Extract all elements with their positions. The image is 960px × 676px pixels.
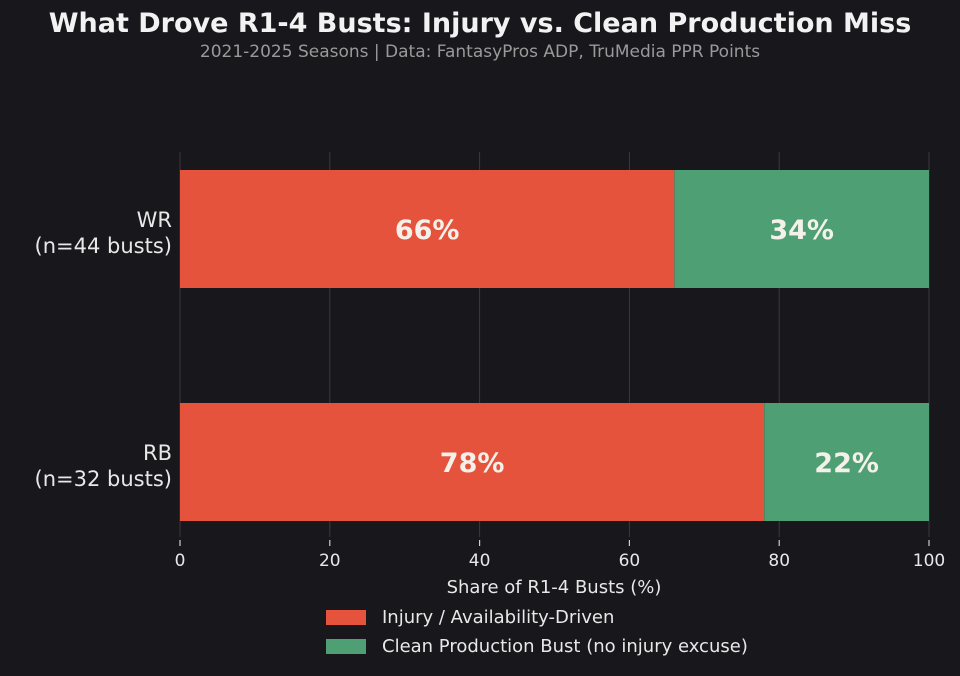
data-label: 34%	[769, 215, 834, 246]
data-label: 66%	[395, 215, 460, 246]
legend: Injury / Availability-Driven Clean Produ…	[326, 603, 748, 661]
legend-item-injury: Injury / Availability-Driven	[326, 603, 748, 632]
legend-swatch-injury	[326, 610, 366, 625]
bar-segment	[180, 170, 675, 288]
y-category-label: WR (n=44 busts)	[35, 208, 172, 258]
x-axis: 0 20 40 60 80 100	[175, 540, 945, 571]
chart-title: What Drove R1-4 Busts: Injury vs. Clean …	[48, 8, 912, 39]
bar-segment	[180, 403, 765, 521]
bar-segment	[764, 403, 929, 521]
x-tick-label: 40	[469, 551, 491, 571]
y-category-label: RB (n=32 busts)	[35, 441, 172, 491]
data-label: 78%	[440, 448, 505, 479]
x-tick-label: 20	[319, 551, 341, 571]
x-axis-label: Share of R1-4 Busts (%)	[447, 577, 662, 598]
x-tick-label: 60	[619, 551, 641, 571]
legend-item-clean: Clean Production Bust (no injury excuse)	[326, 632, 748, 661]
chart-subtitle: 2021-2025 Seasons | Data: FantasyPros AD…	[199, 42, 761, 62]
legend-label-clean: Clean Production Bust (no injury excuse)	[382, 636, 748, 657]
x-tick-label: 100	[913, 551, 945, 571]
legend-swatch-clean	[326, 639, 366, 654]
x-tick-label: 80	[768, 551, 790, 571]
legend-label-injury: Injury / Availability-Driven	[382, 607, 615, 628]
y-axis-category-labels: WR (n=44 busts) RB (n=32 busts)	[35, 208, 172, 491]
x-tick-label: 0	[175, 551, 186, 571]
data-labels: 66% 34% 78% 22%	[395, 215, 879, 479]
data-label: 22%	[814, 448, 879, 479]
bar-segment	[674, 170, 929, 288]
bars	[180, 170, 929, 521]
